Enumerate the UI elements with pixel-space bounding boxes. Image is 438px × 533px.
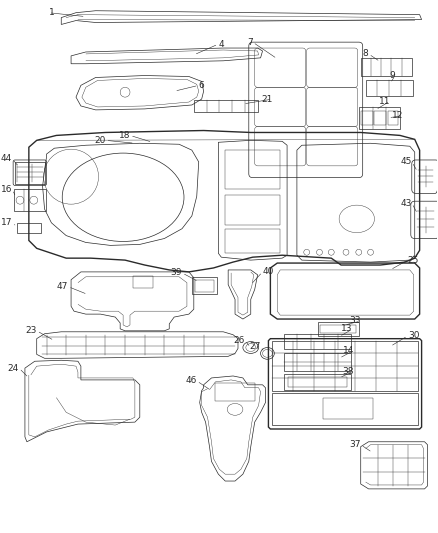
Text: 24: 24 [8,364,19,373]
Text: 9: 9 [389,71,395,80]
Bar [388,111,398,125]
Text: 6: 6 [199,81,205,90]
Text: 23: 23 [25,326,37,335]
Bar [366,80,413,96]
Text: 13: 13 [341,325,353,333]
Bar [318,322,359,336]
Text: 33: 33 [349,317,361,326]
Bar [194,100,258,112]
Bar [215,383,254,400]
Bar [225,195,280,225]
Bar [361,58,412,76]
Bar [361,111,372,125]
Text: 18: 18 [119,131,130,140]
Text: 4: 4 [219,39,224,49]
Text: 39: 39 [170,269,182,277]
Text: 45: 45 [400,157,412,166]
Text: 11: 11 [379,96,390,106]
Bar [374,111,386,125]
Text: 14: 14 [343,346,354,355]
Text: 16: 16 [1,185,12,194]
Text: 46: 46 [185,376,197,385]
Bar [284,353,351,371]
Text: 38: 38 [343,367,354,376]
Text: 30: 30 [408,331,419,340]
Text: 44: 44 [1,155,12,164]
Bar [225,150,280,189]
Text: 47: 47 [57,282,68,291]
Bar [192,277,217,295]
Text: 26: 26 [233,336,245,345]
Text: 37: 37 [349,440,361,449]
Bar [133,276,152,288]
Text: 21: 21 [261,94,272,103]
Text: 27: 27 [249,342,261,351]
Text: 7: 7 [247,38,253,47]
Text: 43: 43 [400,199,412,208]
Bar [14,189,46,211]
Bar [17,223,41,232]
Text: 17: 17 [1,219,12,227]
Bar [284,334,351,350]
Text: 1: 1 [49,8,54,17]
Text: 12: 12 [392,111,403,120]
Bar [195,280,215,292]
Bar [284,374,351,390]
Bar [225,229,280,253]
Bar [323,398,372,419]
Bar [321,325,356,333]
Text: 25: 25 [408,256,419,264]
Text: 40: 40 [262,268,274,277]
Text: 20: 20 [94,136,106,145]
Bar [359,107,400,128]
Bar [288,377,347,387]
Text: 8: 8 [363,50,368,59]
Bar [15,162,45,183]
